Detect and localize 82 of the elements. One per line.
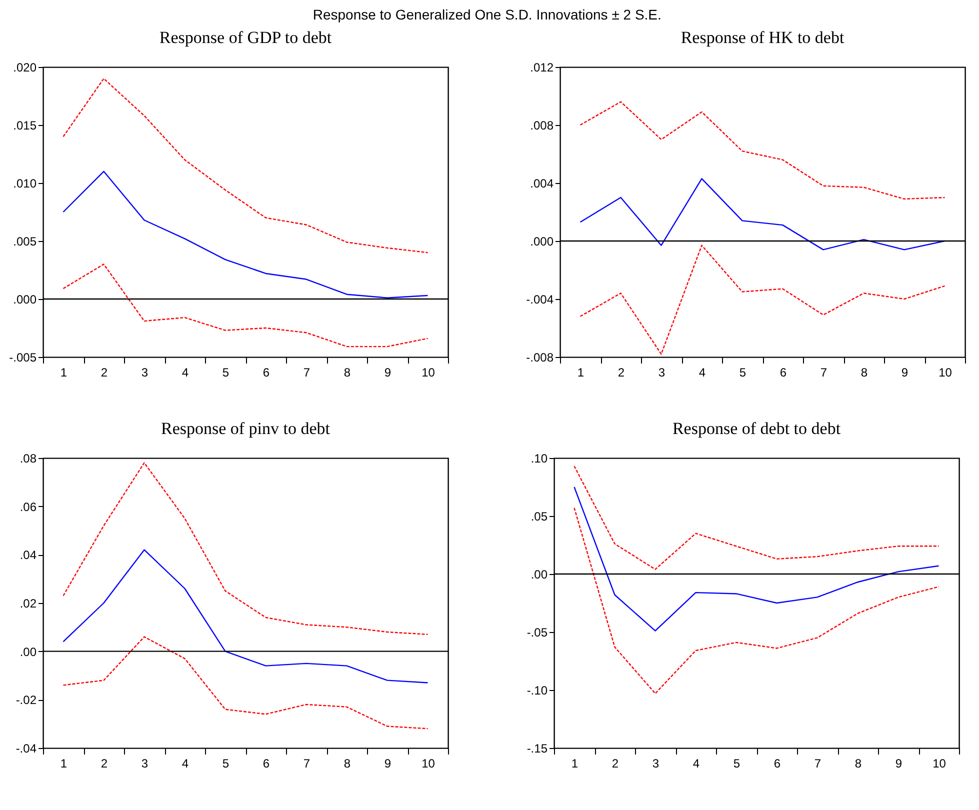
- x-tick-label: 8: [854, 756, 862, 770]
- x-tick-label: 5: [733, 756, 740, 770]
- x-tick-label: 2: [100, 366, 108, 380]
- line-series: [62, 549, 428, 684]
- line-series: [580, 101, 946, 200]
- chart-title: Response of HK to debt: [680, 28, 844, 47]
- chart-title: Response of pinv to debt: [160, 419, 330, 438]
- y-tick-label: -.05: [526, 626, 548, 640]
- x-tick-label: 3: [141, 756, 148, 770]
- x-tick-label: 10: [932, 756, 946, 770]
- y-tick-label: .000: [530, 234, 554, 248]
- x-tick-label: 1: [60, 366, 68, 380]
- x-tick-label: 2: [612, 756, 619, 770]
- y-tick-label: .005: [13, 234, 37, 248]
- x-tick-label: 4: [698, 366, 706, 380]
- x-tick-label: 7: [303, 756, 310, 770]
- y-tick-label: .000: [13, 292, 37, 306]
- text: Response to Generalized One S.D. Innovations ± 2 S.E.: [312, 6, 662, 22]
- y-tick-label: .015: [13, 118, 37, 132]
- line-series: [62, 462, 428, 636]
- x-tick-label: 8: [860, 366, 868, 380]
- y-tick-label: .020: [13, 60, 37, 74]
- y-tick-label: .004: [530, 176, 554, 190]
- line-series: [580, 244, 946, 355]
- y-tick-label: .00: [20, 644, 37, 659]
- y-tick-label: .008: [530, 118, 554, 132]
- x-tick-label: 10: [938, 366, 952, 380]
- x-tick-label: 1: [577, 366, 584, 380]
- y-tick-label: .010: [13, 176, 37, 190]
- x-tick-label: 3: [658, 366, 666, 380]
- chart-title: Response of GDP to debt: [159, 28, 332, 47]
- y-tick-label: -.04: [16, 742, 37, 756]
- x-tick-label: 5: [222, 366, 230, 380]
- x-tick-label: 8: [344, 756, 351, 770]
- x-tick-label: 5: [739, 366, 746, 380]
- y-tick-label: -.10: [526, 684, 548, 698]
- y-tick-label: .06: [20, 500, 37, 514]
- chart-title: Response of debt to debt: [672, 419, 841, 438]
- line-series: [580, 178, 946, 250]
- x-tick-label: 5: [222, 756, 230, 770]
- x-tick-label: 6: [774, 756, 781, 770]
- x-tick-label: 7: [820, 366, 828, 380]
- x-tick-label: 4: [182, 756, 189, 770]
- x-tick-label: 9: [895, 756, 902, 770]
- x-tick-label: 6: [780, 366, 787, 380]
- line-series: [62, 78, 428, 254]
- y-tick-label: -.004: [526, 292, 554, 306]
- line-series: [574, 466, 940, 570]
- line-series: [62, 636, 428, 730]
- y-tick-label: .02: [20, 596, 37, 610]
- y-tick-label: .05: [530, 510, 548, 524]
- y-tick-label: -.008: [526, 350, 554, 364]
- x-tick-label: 4: [182, 366, 189, 380]
- x-tick-label: 3: [141, 366, 148, 380]
- line-series: [574, 507, 940, 694]
- y-tick-label: .04: [20, 548, 37, 562]
- x-tick-label: 9: [384, 756, 392, 770]
- line-series: [62, 264, 428, 348]
- x-tick-label: 2: [100, 756, 108, 770]
- line-series: [62, 170, 428, 298]
- x-tick-label: 10: [422, 366, 436, 380]
- x-tick-label: 4: [692, 756, 700, 770]
- x-tick-label: 9: [901, 366, 908, 380]
- y-tick-label: .012: [530, 60, 554, 74]
- x-tick-label: 1: [571, 756, 578, 770]
- x-tick-label: 8: [344, 366, 351, 380]
- x-tick-label: 1: [60, 756, 68, 770]
- x-tick-label: 9: [384, 366, 392, 380]
- x-tick-label: 3: [652, 756, 660, 770]
- y-tick-label: -.02: [16, 693, 37, 708]
- x-tick-label: 7: [814, 756, 822, 770]
- x-tick-label: 6: [262, 756, 270, 770]
- x-tick-label: 2: [618, 366, 625, 380]
- y-tick-label: .10: [530, 452, 548, 466]
- x-tick-label: 10: [422, 756, 436, 770]
- x-tick-label: 6: [262, 366, 270, 380]
- x-tick-label: 7: [303, 366, 310, 380]
- y-tick-label: .00: [530, 568, 548, 582]
- y-tick-label: -.005: [9, 350, 37, 364]
- y-tick-label: .08: [20, 452, 37, 466]
- y-tick-label: -.15: [526, 742, 548, 756]
- line-series: [574, 486, 940, 632]
